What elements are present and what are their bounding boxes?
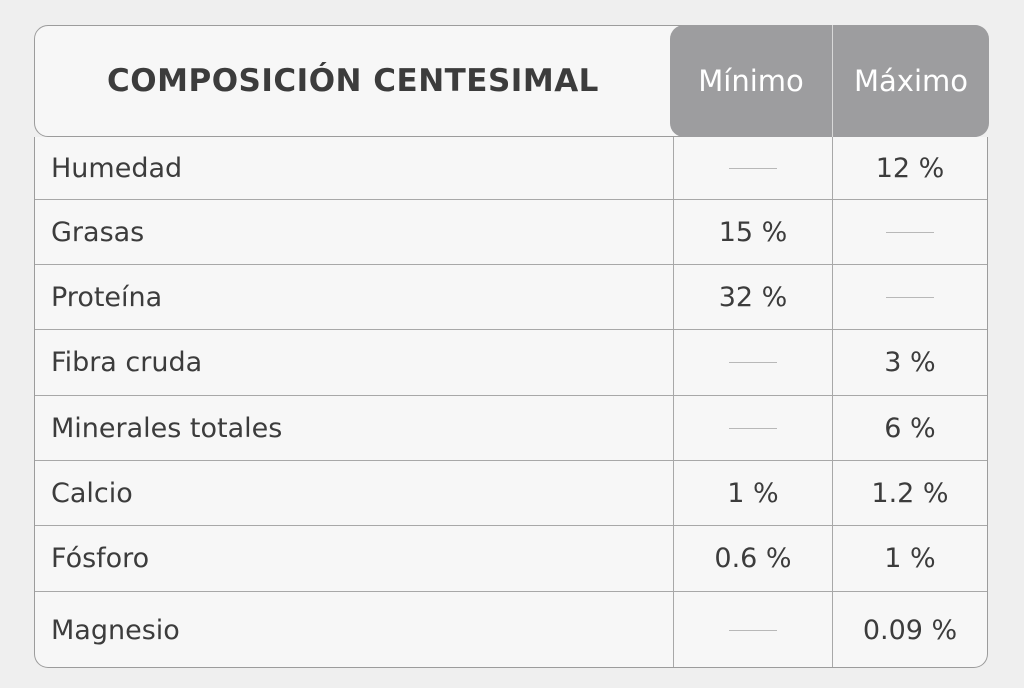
table-row: Calcio 1 % 1.2 % bbox=[35, 460, 987, 525]
row-label: Fibra cruda bbox=[51, 347, 203, 378]
row-max-value: 3 % bbox=[832, 330, 987, 395]
row-max-value bbox=[832, 200, 987, 264]
row-min-value: 1 % bbox=[673, 461, 832, 525]
row-label: Minerales totales bbox=[51, 412, 283, 444]
empty-dash bbox=[729, 427, 777, 429]
row-max-value: 0.09 % bbox=[832, 592, 987, 667]
table-header: COMPOSICIÓN CENTESIMAL Mínimo Máximo bbox=[34, 25, 989, 137]
row-min-value: 32 % bbox=[673, 265, 832, 329]
column-header-maximum: Máximo bbox=[832, 25, 989, 137]
row-max-value: 1 % bbox=[832, 526, 987, 591]
row-label: Proteína bbox=[51, 281, 163, 313]
table-title: COMPOSICIÓN CENTESIMAL bbox=[107, 63, 599, 99]
table-row: Magnesio 0.09 % bbox=[35, 591, 987, 667]
table-row: Grasas 15 % bbox=[35, 199, 987, 264]
row-min-value bbox=[673, 592, 832, 667]
row-label: Grasas bbox=[51, 216, 145, 248]
table-row: Humedad 12 % bbox=[35, 137, 987, 199]
row-label: Calcio bbox=[51, 477, 133, 509]
table-row: Minerales totales 6 % bbox=[35, 395, 987, 460]
table-body: Humedad 12 % Grasas 15 % Proteína 32 % F… bbox=[34, 137, 988, 668]
row-min-value: 15 % bbox=[673, 200, 832, 264]
row-max-value: 1.2 % bbox=[832, 461, 987, 525]
row-min-value bbox=[673, 137, 832, 199]
row-max-value: 12 % bbox=[832, 137, 987, 199]
table-row: Fósforo 0.6 % 1 % bbox=[35, 525, 987, 591]
table-row: Proteína 32 % bbox=[35, 264, 987, 329]
empty-dash bbox=[729, 629, 777, 631]
row-min-value: 0.6 % bbox=[673, 526, 832, 591]
empty-dash bbox=[729, 362, 777, 363]
row-label: Magnesio bbox=[51, 614, 180, 646]
row-label: Fósforo bbox=[51, 543, 150, 574]
empty-dash bbox=[729, 167, 777, 169]
row-min-value bbox=[673, 396, 832, 460]
empty-dash bbox=[886, 231, 934, 233]
row-max-value bbox=[832, 265, 987, 329]
table-row: Fibra cruda 3 % bbox=[35, 329, 987, 395]
row-min-value bbox=[673, 330, 832, 395]
row-label: Humedad bbox=[51, 152, 183, 184]
column-header-minimum: Mínimo bbox=[670, 25, 832, 137]
row-max-value: 6 % bbox=[832, 396, 987, 460]
empty-dash bbox=[886, 296, 934, 298]
